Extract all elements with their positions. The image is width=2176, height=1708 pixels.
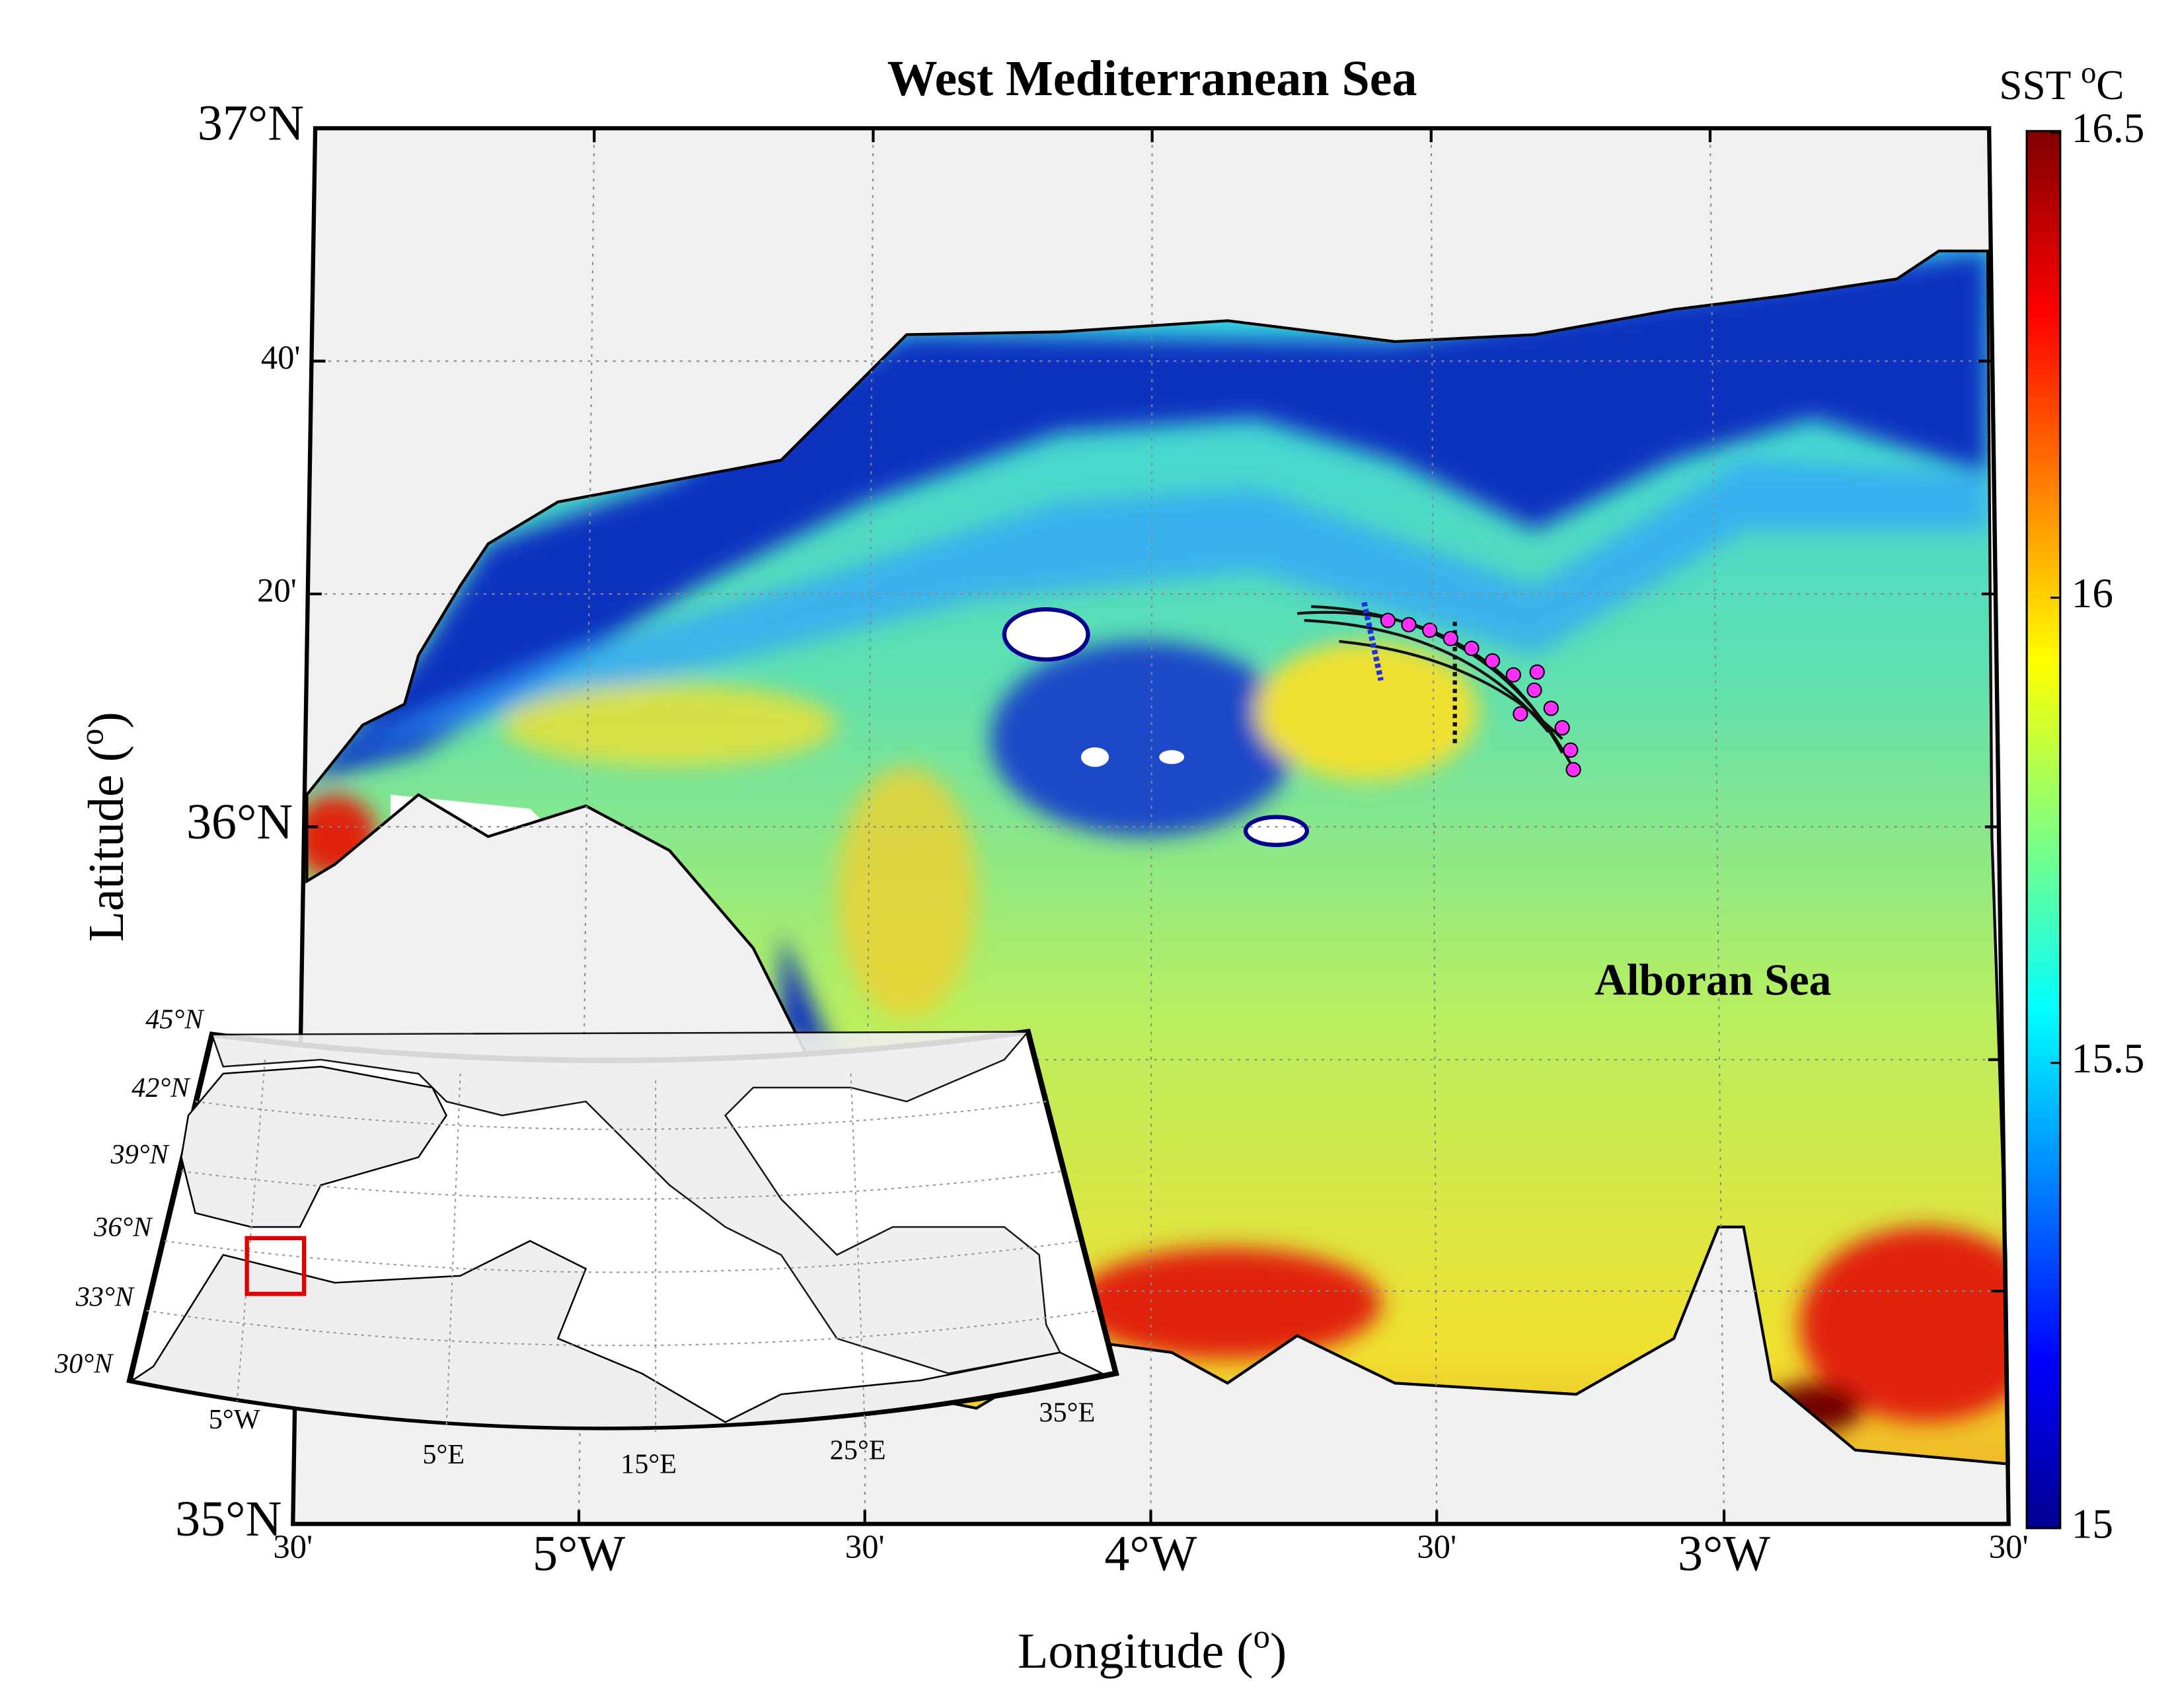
x-axis-label: Longitude (o) [1018,1617,1287,1679]
y-axis-label-part: ) [79,712,134,728]
inset-lon-label: 35°E [1039,1397,1095,1429]
y-axis-label: Latitude (o) [73,712,134,942]
y-tick-label: 40' [261,339,301,376]
x-tick-label: 4°W [1104,1526,1197,1582]
y-tick-label: 35°N [175,1491,281,1547]
inset-lat-label: 36°N [93,1212,153,1243]
y-axis-label-part: o [73,729,110,745]
title: West Mediterranean Sea [887,51,1417,106]
colorbar-tick-label: 16 [2072,570,2113,616]
inset-lon-label: 5°W [209,1404,260,1435]
colorbar-label-part: SST [1999,62,2081,108]
inset-lat-label: 45°N [145,1004,205,1035]
inset-map [126,1028,1119,1436]
grid-line [1150,128,1153,1524]
grid-line [1430,128,1438,1524]
x-tick-label: 30' [845,1528,885,1565]
y-tick-label: 20' [257,572,297,609]
x-axis-label-part: Longitude ( [1018,1623,1254,1679]
colorbar-label-part: C [2096,62,2124,108]
inset-lat-label: 30°N [54,1349,114,1380]
inset-labels: 45°N 42°N 39°N 36°N 33°N 30°N 5°W 5°E 15°E 25°E 35… [54,1004,1095,1479]
x-tick-label: 30' [1989,1528,2029,1565]
y-tick-label: 36°N [186,794,293,850]
y-tick-label: 37°N [198,96,304,151]
colorbar-tick-label: 16.5 [2072,105,2145,151]
inset-lat-label: 33°N [75,1281,135,1312]
inset-lon-label: 5°E [422,1439,465,1470]
grid-line [1709,128,1725,1524]
annotation: Alboran Sea [1594,955,1831,1004]
colorbar-label-part: o [2081,56,2096,90]
y-axis-label-part: Latitude ( [79,745,134,942]
x-tick-label: 30' [1417,1528,1456,1565]
colorbar-tick-label: 15 [2072,1501,2113,1547]
x-tick-label: 3°W [1678,1526,1770,1582]
colorbar-ticks: 15 15.5 16 16.5 [2050,105,2144,1547]
inset-lon-label: 25°E [830,1435,886,1466]
inset-lat-label: 42°N [131,1072,191,1103]
colorbar [2025,130,2062,1530]
x-axis-label-part: o [1254,1617,1270,1654]
axis-ticks: 37°N40'20'36°N35°N30' 5°W 30' 4°W 30' 3°W 30' [175,96,2028,1582]
drifter-tracks [1296,601,1581,778]
inset-lon-label: 15°E [620,1449,677,1480]
x-tick-label: 5°W [533,1526,625,1582]
colorbar-tick-label: 15.5 [2072,1035,2145,1082]
inset-lat-label: 39°N [110,1139,170,1170]
x-axis-label-part: ) [1270,1623,1287,1679]
x-tick-label: 30' [273,1528,313,1565]
colorbar-label: SST oC [1999,56,2124,108]
